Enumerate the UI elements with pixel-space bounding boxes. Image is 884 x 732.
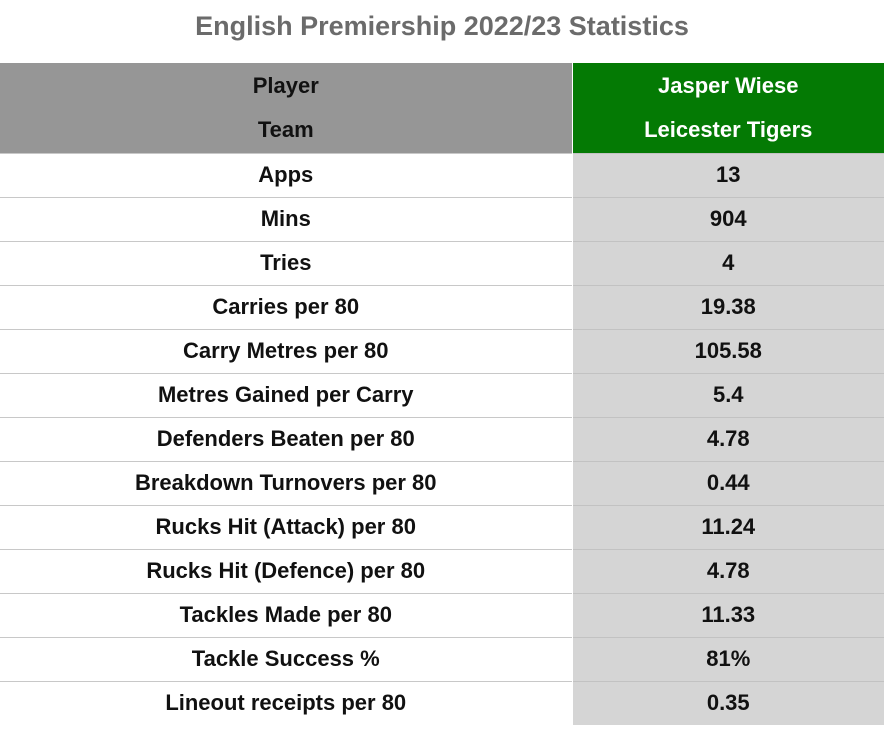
stat-label: Tackle Success % bbox=[0, 636, 572, 681]
header-row-team: Team Leicester Tigers bbox=[0, 108, 884, 153]
header-label-team: Team bbox=[0, 108, 572, 153]
stat-label: Apps bbox=[0, 152, 572, 197]
stats-table: Player Jasper Wiese Team Leicester Tiger… bbox=[0, 63, 884, 725]
table-row: Tackles Made per 80 11.33 bbox=[0, 592, 884, 637]
stat-value: 11.33 bbox=[571, 592, 884, 637]
table-row: Tries 4 bbox=[0, 240, 884, 285]
stat-value: 4.78 bbox=[571, 416, 884, 461]
header-value-player: Jasper Wiese bbox=[571, 63, 884, 108]
stat-label: Carries per 80 bbox=[0, 284, 572, 329]
table-row: Mins 904 bbox=[0, 196, 884, 241]
stat-label: Defenders Beaten per 80 bbox=[0, 416, 572, 461]
stat-value: 11.24 bbox=[571, 504, 884, 549]
stat-label: Rucks Hit (Attack) per 80 bbox=[0, 504, 572, 549]
table-row: Metres Gained per Carry 5.4 bbox=[0, 372, 884, 417]
stat-value: 19.38 bbox=[571, 284, 884, 329]
stat-value: 105.58 bbox=[571, 328, 884, 373]
table-row: Apps 13 bbox=[0, 152, 884, 197]
table-title: English Premiership 2022/23 Statistics bbox=[195, 11, 689, 41]
table-row: Defenders Beaten per 80 4.78 bbox=[0, 416, 884, 461]
stat-value: 5.4 bbox=[571, 372, 884, 417]
stat-value: 904 bbox=[571, 196, 884, 241]
stat-label: Tries bbox=[0, 240, 572, 285]
table-row: Carry Metres per 80 105.58 bbox=[0, 328, 884, 373]
header-row-player: Player Jasper Wiese bbox=[0, 63, 884, 108]
header-label-player: Player bbox=[0, 63, 572, 108]
table-row: Lineout receipts per 80 0.35 bbox=[0, 680, 884, 725]
table-row: Rucks Hit (Defence) per 80 4.78 bbox=[0, 548, 884, 593]
stat-label: Rucks Hit (Defence) per 80 bbox=[0, 548, 572, 593]
stat-value: 4 bbox=[571, 240, 884, 285]
stat-value: 81% bbox=[571, 636, 884, 681]
stat-label: Metres Gained per Carry bbox=[0, 372, 572, 417]
stat-label: Carry Metres per 80 bbox=[0, 328, 572, 373]
table-row: Rucks Hit (Attack) per 80 11.24 bbox=[0, 504, 884, 549]
table-row: Breakdown Turnovers per 80 0.44 bbox=[0, 460, 884, 505]
table-row: Carries per 80 19.38 bbox=[0, 284, 884, 329]
stat-value: 0.35 bbox=[571, 680, 884, 725]
header-value-team: Leicester Tigers bbox=[571, 108, 884, 153]
stat-value: 4.78 bbox=[571, 548, 884, 593]
stat-label: Mins bbox=[0, 196, 572, 241]
stat-value: 13 bbox=[571, 152, 884, 197]
table-row: Tackle Success % 81% bbox=[0, 636, 884, 681]
stat-label: Lineout receipts per 80 bbox=[0, 680, 572, 725]
stat-label: Breakdown Turnovers per 80 bbox=[0, 460, 572, 505]
stat-label: Tackles Made per 80 bbox=[0, 592, 572, 637]
stats-table-body: Player Jasper Wiese Team Leicester Tiger… bbox=[0, 63, 884, 725]
stat-value: 0.44 bbox=[571, 460, 884, 505]
